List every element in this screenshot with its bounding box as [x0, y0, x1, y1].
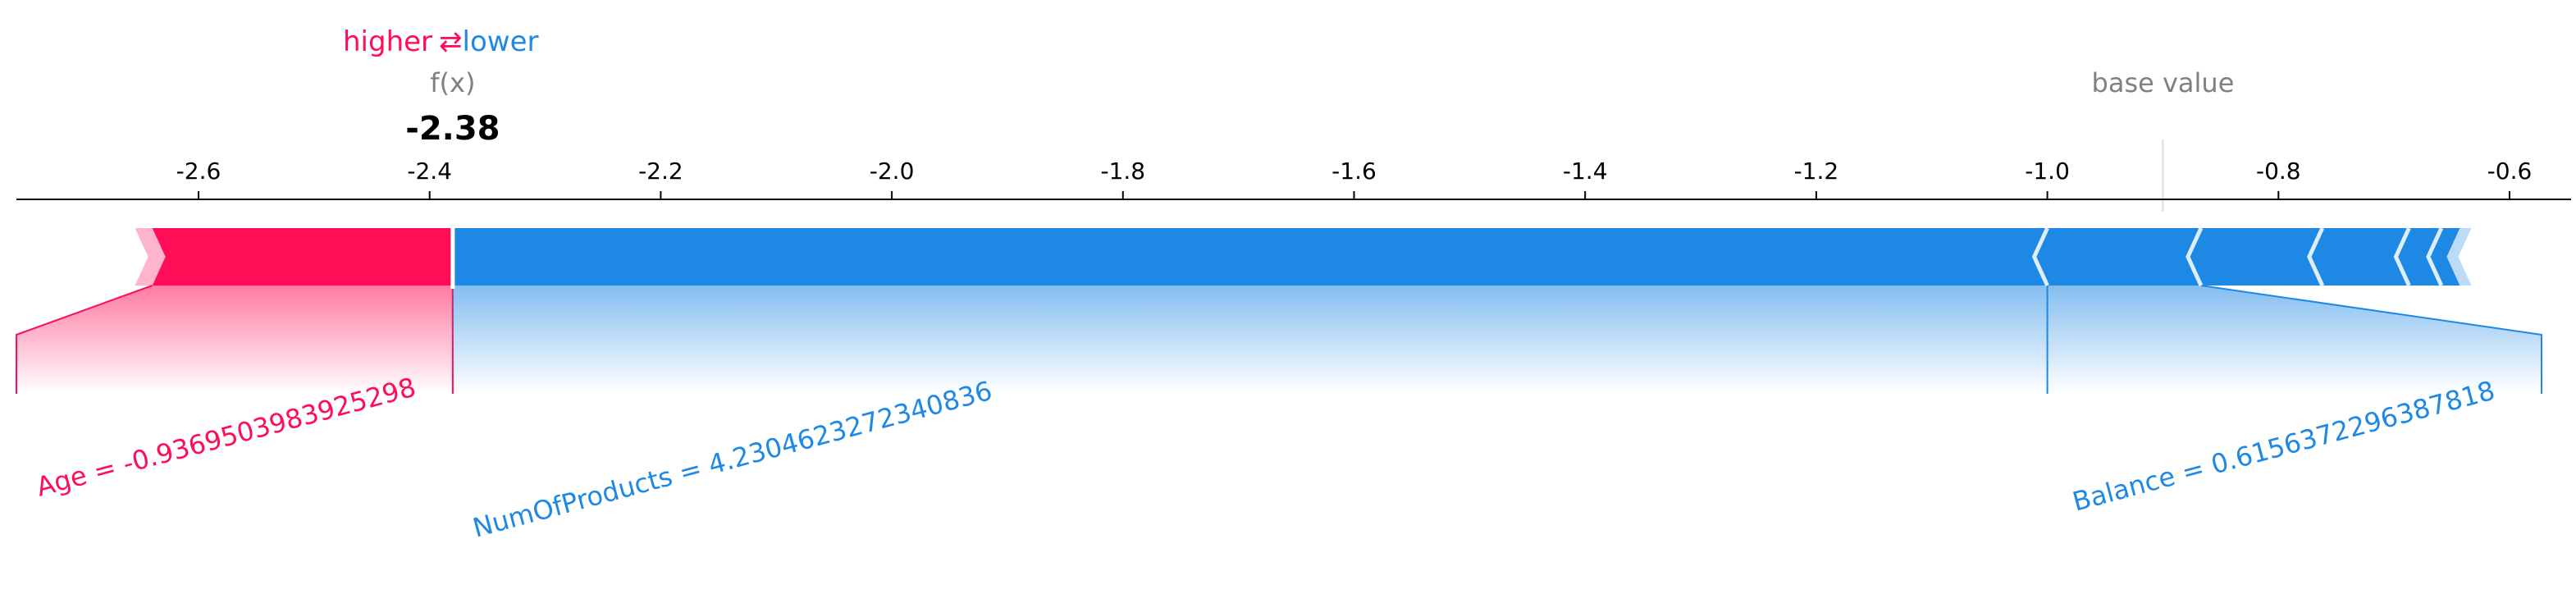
- label-connectors: [16, 285, 2542, 394]
- bar-segment-separator: [2307, 226, 2325, 287]
- legend-lower: lower: [463, 25, 539, 58]
- x-tick-label: -1.0: [2025, 158, 2070, 185]
- bar-segment-positive: [152, 228, 453, 286]
- connector-line-age: [16, 285, 153, 394]
- x-tick-label: -2.4: [407, 158, 452, 185]
- bar-segment-separator: [2426, 226, 2444, 287]
- bar-segment-negative: [2187, 228, 2323, 286]
- bar-segment-negative: [2396, 228, 2441, 286]
- bar-tail-positive: [135, 228, 166, 286]
- bar-tail-negative: [2446, 228, 2472, 286]
- x-axis-ticks: -2.6 -2.4 -2.2 -2.0 -1.8 -1.6 -1.4 -1.2 -1.0 -0.8…: [176, 158, 2533, 199]
- bar-segment-negative: [2034, 228, 2201, 286]
- connector-fill-age: [16, 286, 453, 394]
- x-tick-label: -1.2: [1794, 158, 1839, 185]
- bar-segment-negative: [452, 228, 2048, 286]
- legend-arrows-icon: ⇄: [439, 25, 463, 58]
- legend-higher: higher: [343, 25, 432, 58]
- bar-segment-separator: [2031, 226, 2049, 287]
- legend: higher ⇄lower: [343, 25, 539, 58]
- fx-value: -2.38: [405, 110, 500, 148]
- x-tick-label: -2.2: [638, 158, 683, 185]
- x-tick-label: -2.0: [870, 158, 915, 185]
- x-tick-label: -1.8: [1100, 158, 1145, 185]
- force-bar: [135, 225, 2472, 289]
- bar-segment-separator: [2185, 226, 2204, 287]
- x-tick-label: -1.6: [1331, 158, 1377, 185]
- feature-label-balance: Balance = 0.6156372296387818: [2069, 375, 2498, 518]
- bar-segment-negative: [2309, 228, 2409, 286]
- fx-label: f(x): [430, 67, 475, 98]
- connector-fill-numofproducts: [452, 286, 2048, 394]
- connector-fill-balance: [2047, 286, 2542, 394]
- connector-line-balance: [2200, 285, 2542, 394]
- feature-label-numofproducts: NumOfProducts = 4.2304623272340836: [469, 375, 995, 544]
- x-tick-label: -0.8: [2256, 158, 2301, 185]
- x-tick-label: -1.4: [1563, 158, 1608, 185]
- bar-segment-separator: [2393, 226, 2411, 287]
- base-value-label: base value: [2092, 67, 2235, 98]
- x-tick-label: -2.6: [176, 158, 222, 185]
- x-tick-label: -0.6: [2487, 158, 2533, 185]
